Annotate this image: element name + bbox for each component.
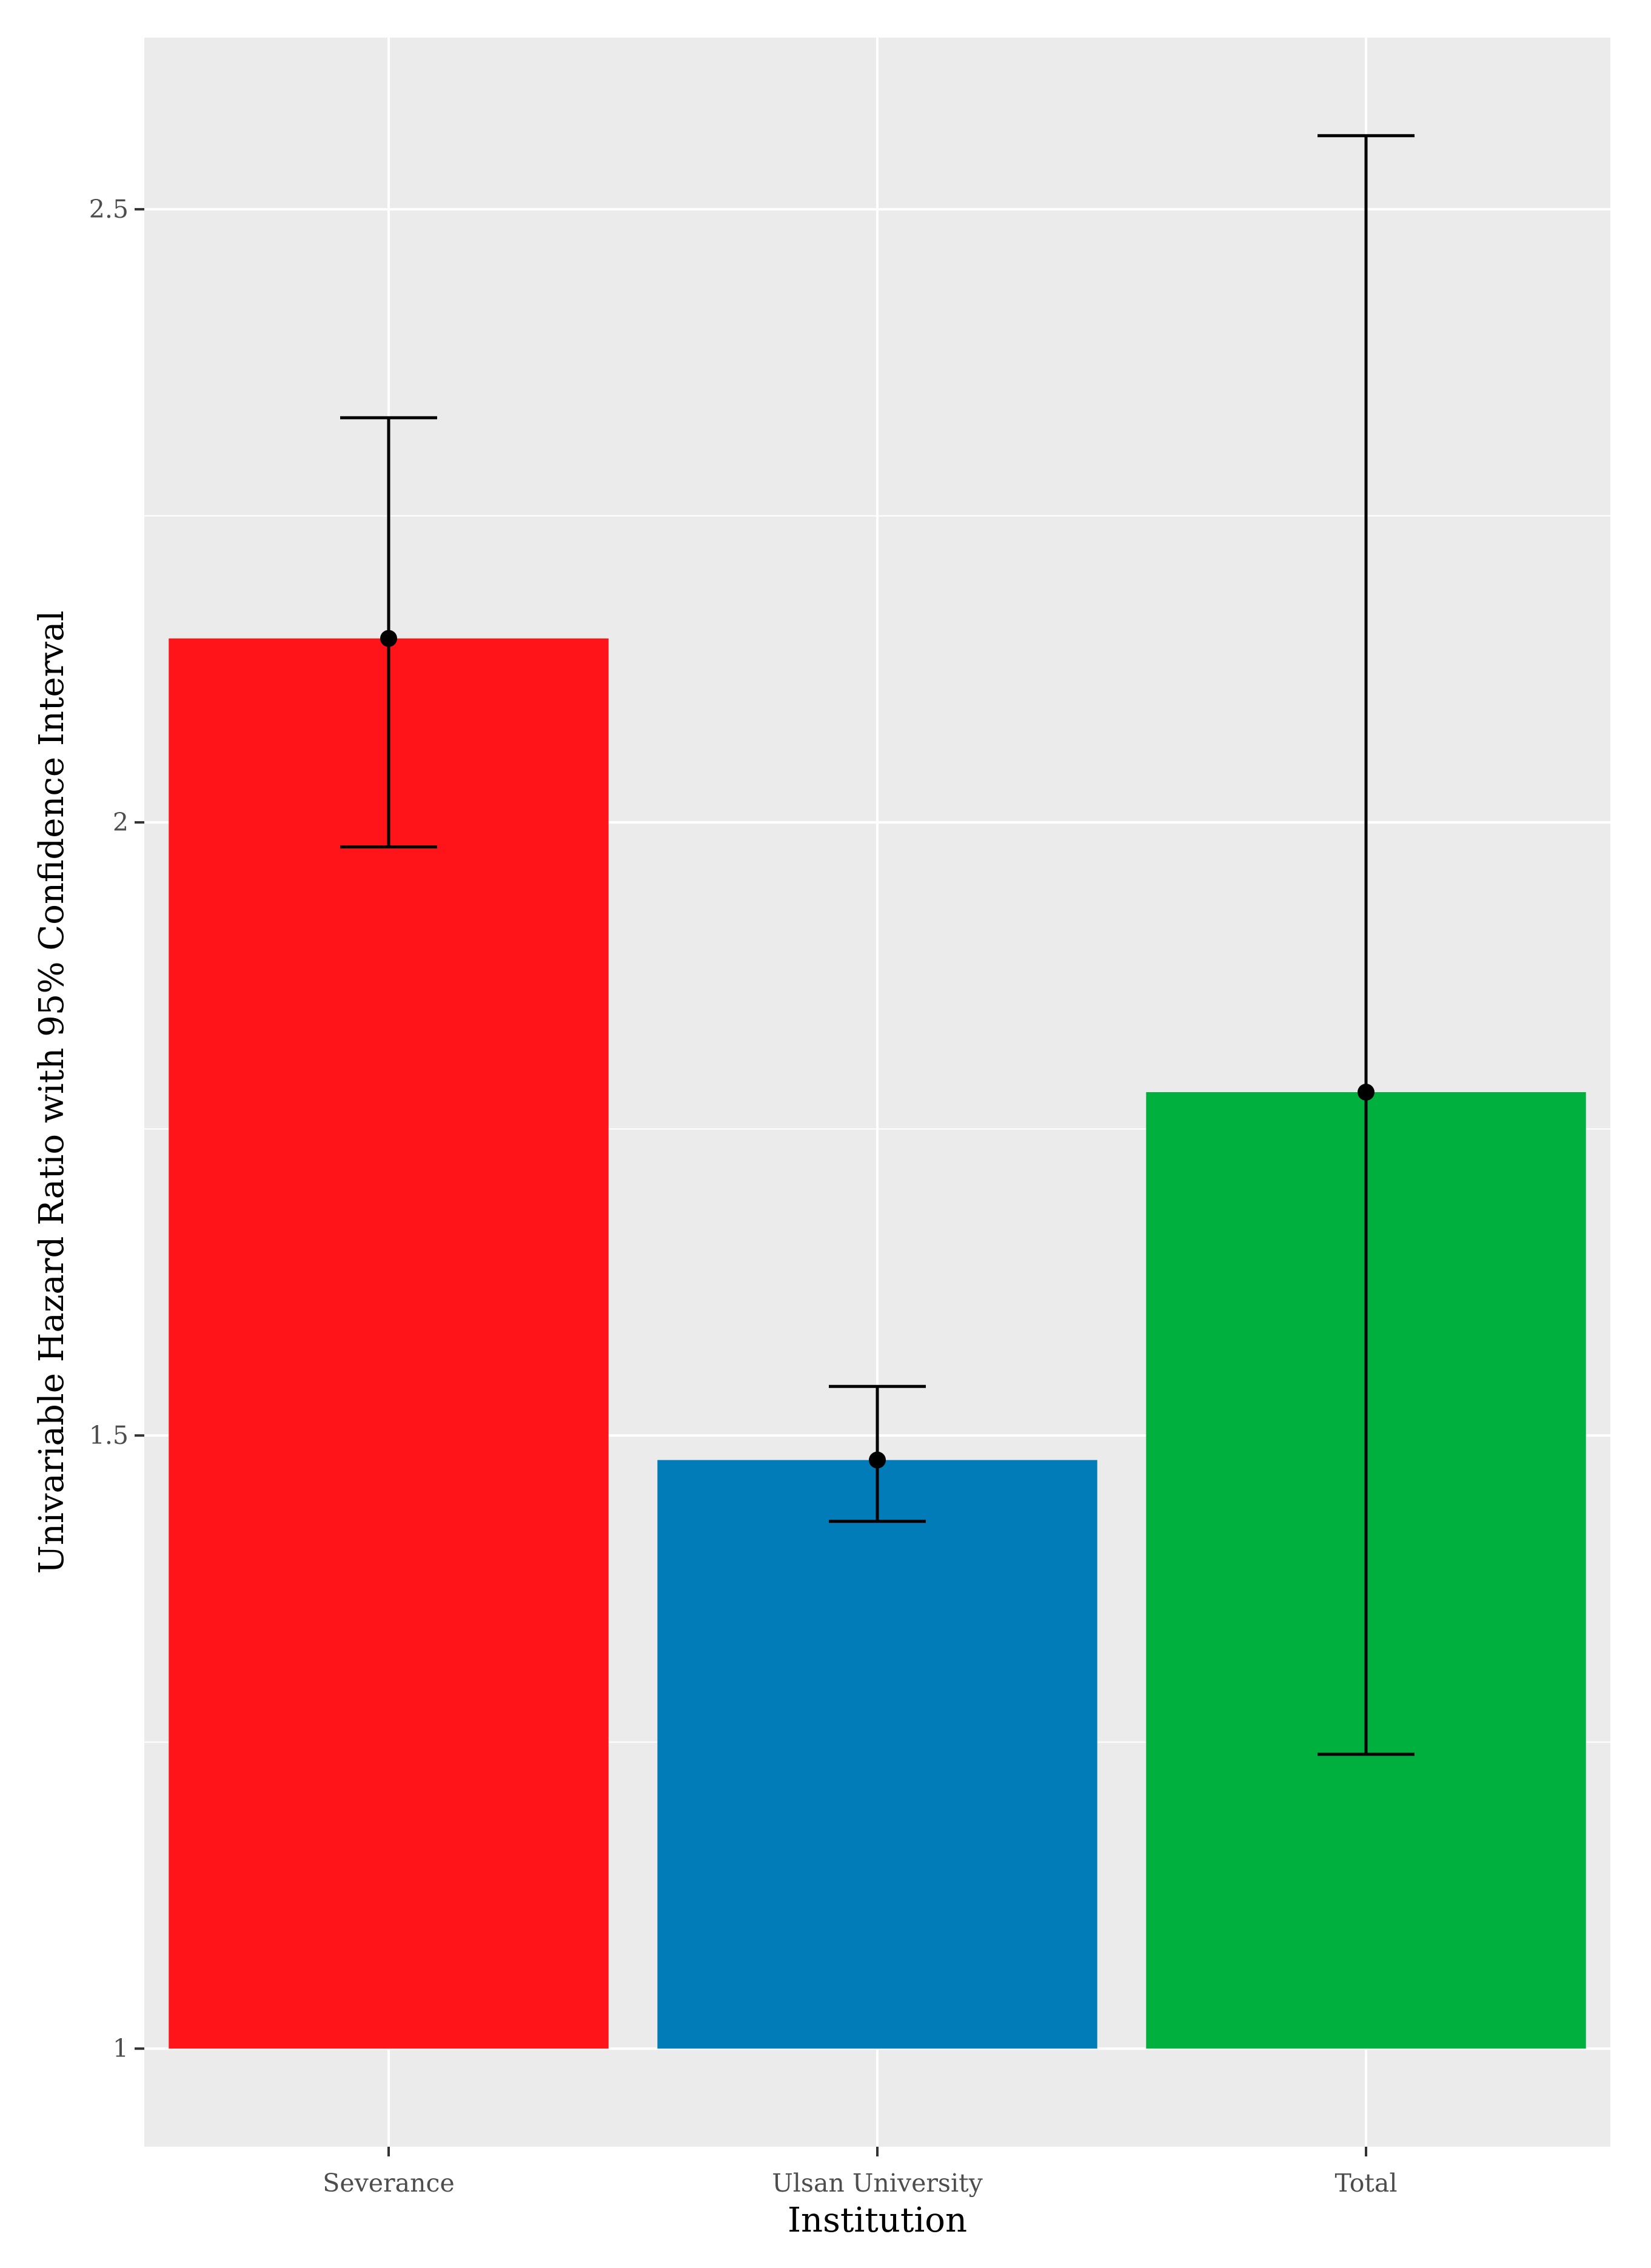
- x-tick-label: Ulsan University: [772, 2169, 983, 2198]
- point-ulsan-university: [869, 1451, 886, 1469]
- error-bars: [340, 134, 1415, 1756]
- y-axis: 1 1.5 2 2.5: [89, 195, 144, 2063]
- point-estimates: [380, 629, 1375, 1469]
- x-tick-label: Severance: [323, 2169, 454, 2198]
- y-tick-label: 1.5: [89, 1421, 129, 1450]
- bar-severance: [169, 638, 609, 2049]
- point-total: [1358, 1084, 1375, 1101]
- y-tick-label: 2: [113, 808, 129, 837]
- point-severance: [380, 629, 397, 647]
- bar-ulsan-university: [657, 1460, 1097, 2049]
- y-tick-label: 1: [113, 2034, 129, 2063]
- y-axis-title: Univariable Hazard Ratio with 95% Confid…: [32, 611, 72, 1574]
- y-tick-label: 2.5: [89, 195, 129, 224]
- errorbar-total: [1318, 134, 1415, 1756]
- x-axis: Severance Ulsan University Total: [323, 2147, 1397, 2198]
- x-axis-title: Institution: [788, 2201, 967, 2240]
- x-tick-label: Total: [1335, 2169, 1398, 2198]
